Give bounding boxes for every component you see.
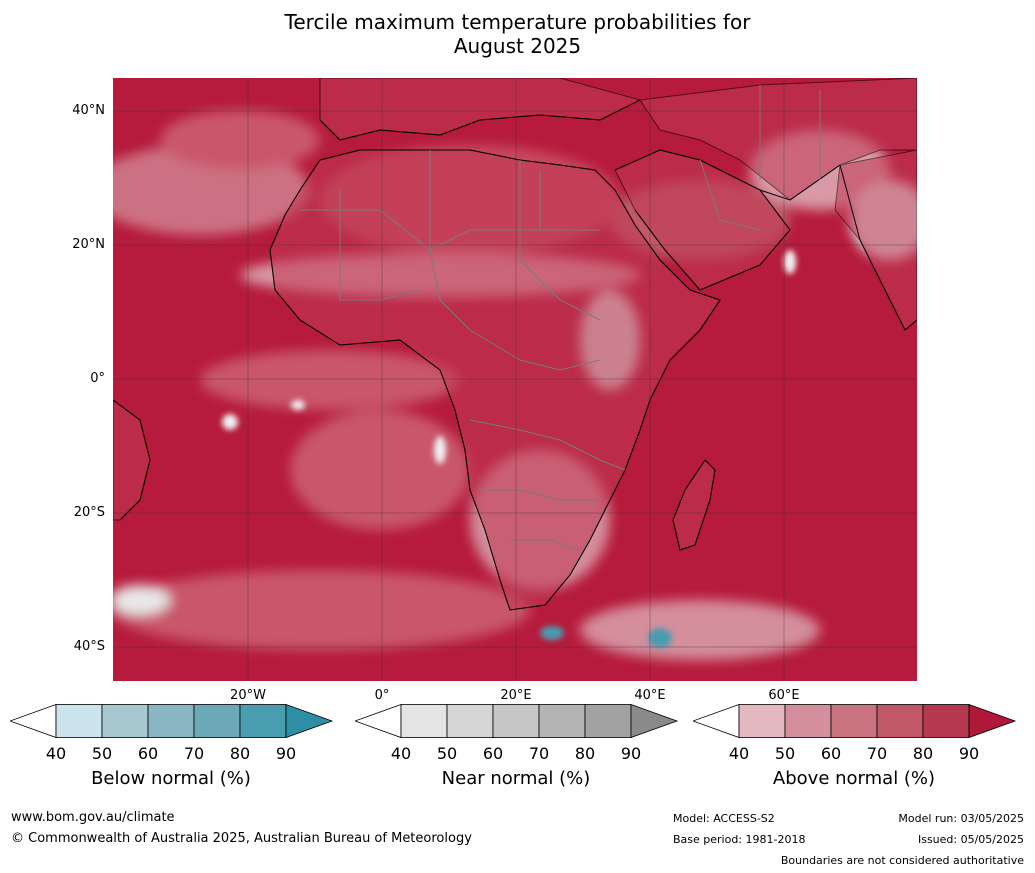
colorbar-label: Above normal (%) [772,768,936,789]
issued-text: Issued: 05/05/2025 [917,833,1024,846]
website-link[interactable]: www.bom.gov.au/climate [11,810,175,825]
colorbar-tick-label: 60 [820,744,842,763]
colorbar-lower-extend [693,704,740,739]
below-normal-patch-2 [648,628,672,648]
model-text: Model: ACCESS-S2 [673,812,775,825]
lon-label-60e: 60°E [768,688,800,703]
near-normal-patch-3 [784,250,796,274]
lat-label-20s: 20°S [73,505,105,520]
title-line-2: August 2025 [453,34,582,58]
lon-label-0: 0° [374,688,390,703]
colorbar-swatch [55,704,103,738]
colorbar-upper-extend [630,704,679,739]
colorbar-tick-label: 40 [728,744,750,763]
colorbar-swatch [738,704,786,738]
lon-label-40e: 40°E [634,688,666,703]
colorbar-tick-label: 40 [45,744,67,763]
colorbar-swatch [492,704,540,738]
colorbar-tick-label: 50 [774,744,796,763]
colorbar-swatch [538,704,586,738]
colorbar-tick-label: 60 [482,744,504,763]
colorbar-near-normal: 40 50 60 70 80 90 Near normal (%) [355,704,680,804]
near-normal-patch-1 [434,436,446,464]
lon-label-20e: 20°E [500,688,532,703]
base-period-text: Base period: 1981-2018 [673,833,806,846]
colorbar-upper-extend [285,704,334,739]
colorbar-tick-label: 40 [390,744,412,763]
colorbar-swatches [10,704,334,739]
lat-label-0: 0° [90,371,105,386]
patch-gulf-guinea [200,350,460,410]
land [113,78,917,611]
colorbar-swatch [147,704,195,738]
colorbar-tick-label: 50 [436,744,458,763]
patch-south-atlantic [290,410,470,530]
patch-atlantic-north-2 [160,110,320,170]
colorbar-label: Below normal (%) [91,768,251,789]
colorbar-tick-label: 70 [866,744,888,763]
graticule [113,78,917,681]
colorbar-tick-label: 60 [137,744,159,763]
colorbar-tick-label: 90 [620,744,642,763]
title-line-1: Tercile maximum temperature probabilitie… [284,10,751,34]
colorbar-swatch [876,704,924,738]
colorbar-swatch [584,704,632,738]
colorbar-swatch [922,704,970,738]
colorbar-tick-label: 80 [912,744,934,763]
patch-southern-ocean [113,570,530,650]
colorbar-tick-label: 80 [229,744,251,763]
lat-label-40s: 40°S [73,639,105,654]
colorbar-swatch [830,704,878,738]
colorbar-tick-label: 80 [574,744,596,763]
colorbar-swatch [446,704,494,738]
patch-sw-white [113,585,170,615]
lat-label-40n: 40°N [72,103,105,118]
colorbar-swatches [693,704,1017,739]
colorbar-swatch [400,704,448,738]
copyright-text: © Commonwealth of Australia 2025, Austra… [11,831,472,846]
colorbar-above-normal: 40 50 60 70 80 90 Above normal (%) [693,704,1018,804]
colorbar-tick-label: 70 [183,744,205,763]
disclaimer-text: Boundaries are not considered authoritat… [780,854,1024,867]
lon-label-20w: 20°W [230,688,266,703]
colorbar-swatch [239,704,287,738]
model-run-text: Model run: 03/05/2025 [898,812,1024,825]
colorbar-swatches [355,704,679,739]
colorbar-lower-extend [10,704,57,739]
colorbar-lower-extend [355,704,402,739]
below-normal-patch-1 [540,626,564,640]
colorbar-swatch [101,704,149,738]
colorbar-swatch [193,704,241,738]
colorbar-below-normal: 40 50 60 70 80 90 Below normal (%) [10,704,335,804]
colorbar-tick-label: 70 [528,744,550,763]
lat-label-20n: 20°N [72,237,105,252]
colorbar-tick-label: 90 [958,744,980,763]
colorbar-swatch [784,704,832,738]
colorbar-label: Near normal (%) [441,768,591,789]
colorbar-tick-label: 90 [275,744,297,763]
map-title: Tercile maximum temperature probabilitie… [0,10,1035,58]
near-normal-patch-2 [222,414,238,430]
patch-southern-ocean-2 [580,600,820,660]
coastlines [113,99,917,611]
colorbar-tick-label: 50 [91,744,113,763]
near-normal-patch-4 [291,400,305,410]
colorbar-upper-extend [968,704,1017,739]
